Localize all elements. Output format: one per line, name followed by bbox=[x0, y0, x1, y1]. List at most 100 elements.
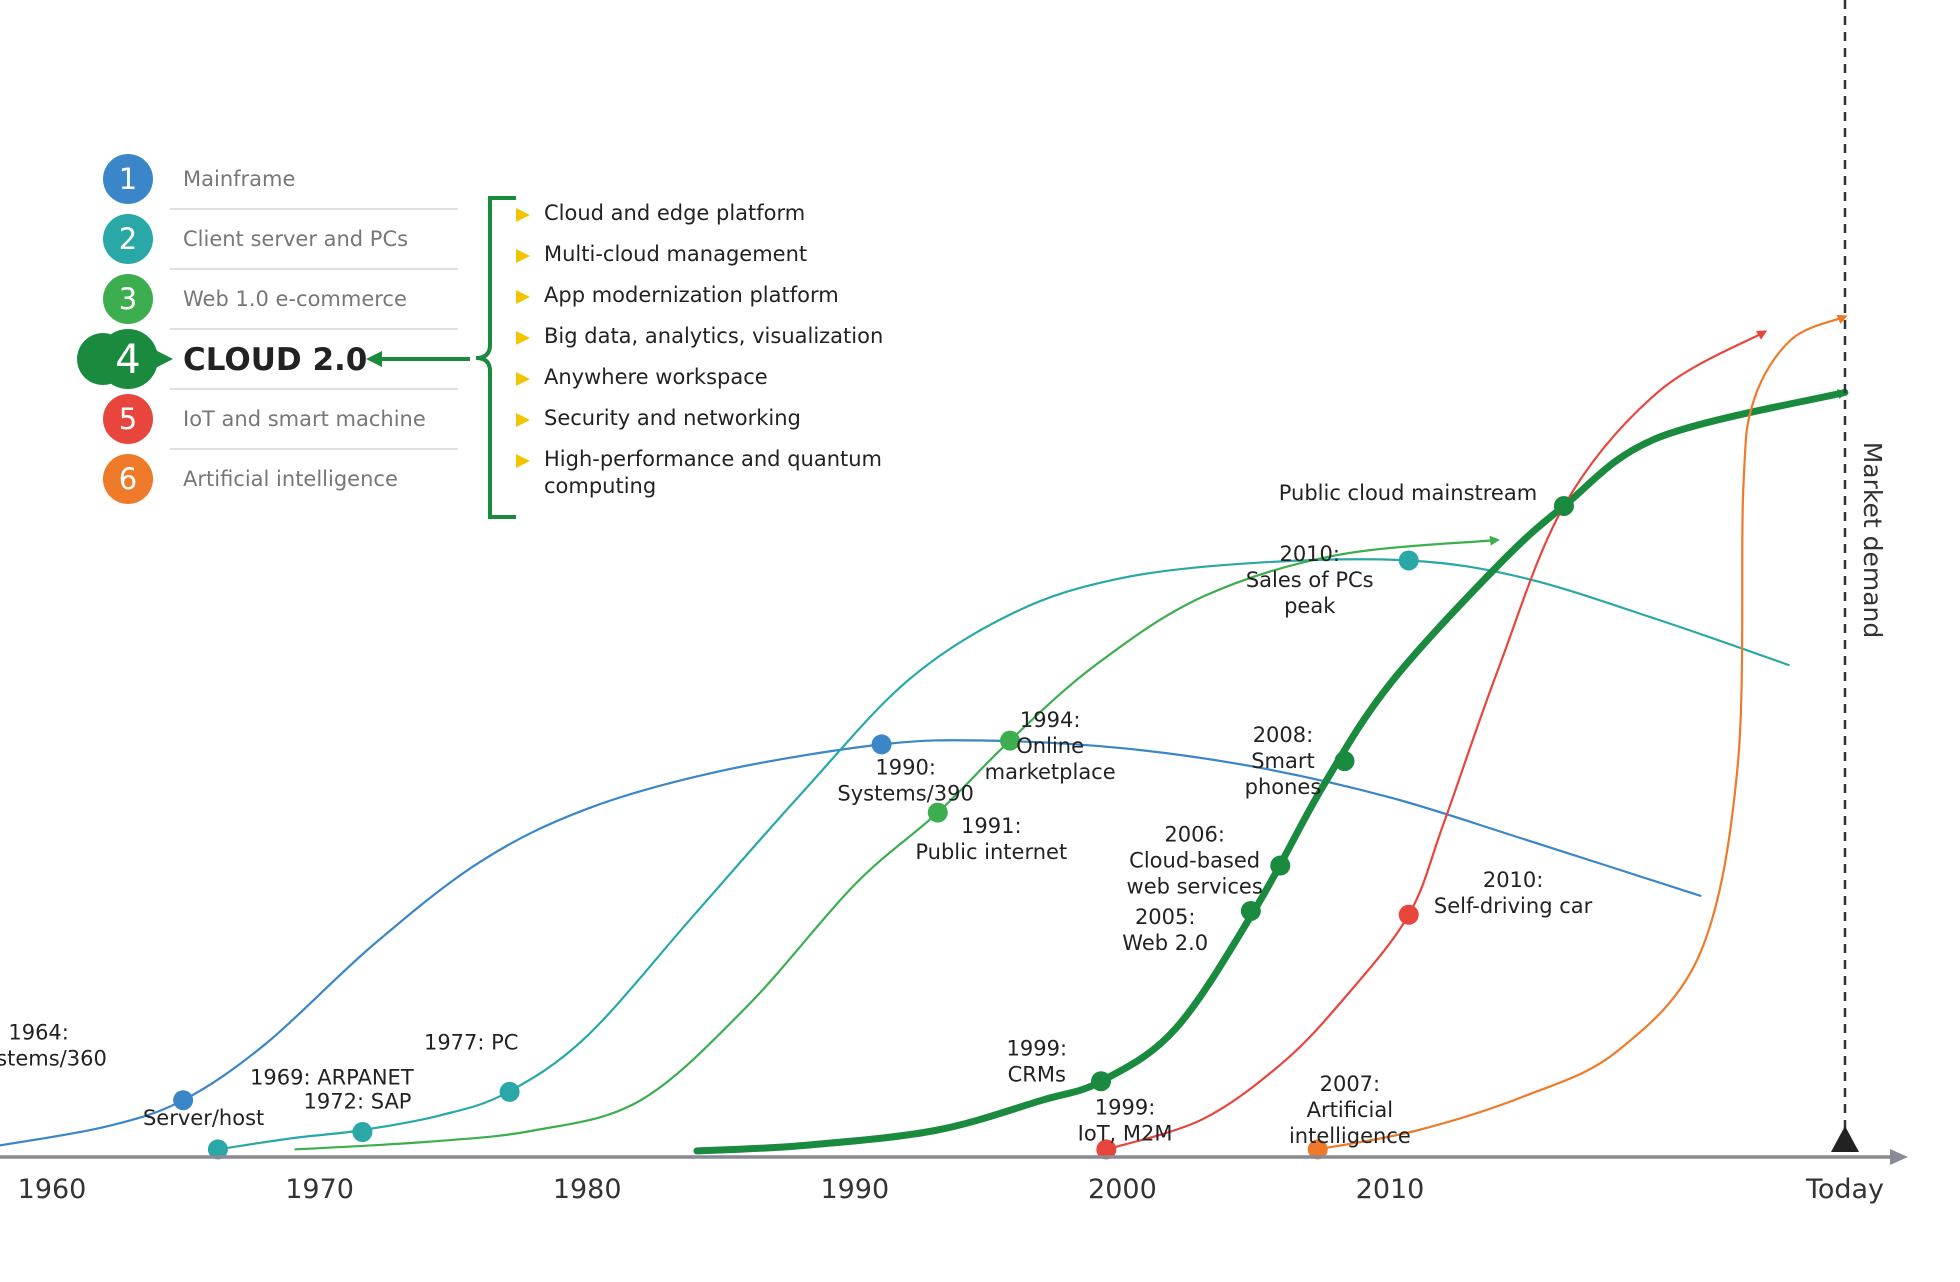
bullet-arrow-icon bbox=[516, 372, 530, 386]
series-line-web-1-0-e-commerce bbox=[294, 535, 1500, 1151]
legend: 1 Mainframe 2 Client server and PCs 3 Web 1.0… bbox=[77, 154, 516, 519]
milestone-label-line: Artificial bbox=[1307, 1098, 1393, 1122]
milestone-dot-2006-cloud-based-web-services bbox=[1270, 855, 1291, 876]
milestone-label-2005-web-2-0: 2005: Web 2.0 bbox=[1122, 905, 1208, 955]
series-line-mainframe bbox=[0, 739, 1702, 1147]
x-tick-label-today: Today bbox=[1805, 1174, 1884, 1205]
milestone-label-1969-arpanet: 1969: ARPANET bbox=[250, 1065, 414, 1089]
milestone-label-line: 1991: bbox=[961, 814, 1022, 838]
milestone-label-1990-systems-390: 1990: Systems/390 bbox=[837, 756, 973, 806]
x-tick-label-1960: 1960 bbox=[18, 1174, 87, 1205]
milestone-label-line: 2010: bbox=[1483, 868, 1544, 892]
milestone-label-line: IoT, M2M bbox=[1078, 1122, 1173, 1146]
milestone-dot-public-cloud-mainstream bbox=[1553, 495, 1574, 516]
cloud-connector-arrow-icon bbox=[366, 351, 382, 367]
cloud-feature-line: Big data, analytics, visualization bbox=[544, 324, 883, 348]
bullet-arrow-icon bbox=[516, 249, 530, 263]
milestone-points: 1964:Systems/360 1990:Systems/390 Server/h… bbox=[0, 481, 1593, 1160]
milestone-label-line: Public internet bbox=[915, 840, 1067, 864]
legend-badge-client-server-and-pcs bbox=[103, 214, 153, 264]
milestone-dot-1964-systems-360 bbox=[173, 1090, 194, 1111]
x-axis-arrow-icon bbox=[1890, 1149, 1908, 1165]
milestone-dot-1977-pc bbox=[499, 1081, 520, 1102]
cloud-feature-cloud-and-edge-platform: Cloud and edge platform bbox=[544, 201, 805, 225]
milestone-label-line: peak bbox=[1284, 594, 1336, 618]
milestone-label-line: 2006: bbox=[1164, 822, 1225, 846]
bullet-arrow-icon bbox=[516, 331, 530, 345]
milestone-label-line: 1999: bbox=[1007, 1037, 1068, 1061]
milestone-label-1991-public-internet: 1991: Public internet bbox=[915, 814, 1067, 864]
milestone-label-1999-iot-m2m: 1999: IoT, M2M bbox=[1078, 1096, 1173, 1146]
milestone-label-line: 2005: bbox=[1135, 905, 1196, 929]
bullet-arrow-icon bbox=[516, 290, 530, 304]
cloud-feature-line: computing bbox=[544, 474, 656, 498]
milestone-dot-1994-online-marketplace bbox=[1000, 730, 1021, 751]
milestone-dot-2008-smart-phones bbox=[1334, 751, 1355, 772]
milestone-label-line: Cloud-based bbox=[1129, 848, 1260, 872]
milestone-label-public-cloud-mainstream: Public cloud mainstream bbox=[1279, 481, 1537, 505]
milestone-label-line: 1964: bbox=[8, 1021, 69, 1045]
milestone-label-line: Systems/360 bbox=[0, 1047, 107, 1071]
cloud-feature-big-data-analytics-visualization: Big data, analytics, visualization bbox=[544, 324, 883, 348]
cloud-feature-line: Anywhere workspace bbox=[544, 365, 768, 389]
bullet-arrow-icon bbox=[516, 454, 530, 468]
bullet-arrow-icon bbox=[516, 208, 530, 222]
legend-badge-iot-and-smart-machine bbox=[103, 394, 153, 444]
cloud-feature-line: App modernization platform bbox=[544, 283, 839, 307]
milestone-label-line: 2010: bbox=[1279, 542, 1340, 566]
milestone-label-1977-pc: 1977: PC bbox=[424, 1031, 519, 1055]
cloud-feature-multi-cloud-management: Multi-cloud management bbox=[544, 242, 807, 266]
milestone-label-line: Smart bbox=[1251, 749, 1315, 773]
milestone-label-line: Public cloud mainstream bbox=[1279, 481, 1537, 505]
legend-label-mainframe: Mainframe bbox=[183, 167, 295, 191]
x-tick-label-1970: 1970 bbox=[285, 1174, 354, 1205]
milestone-dot-2010-sales-of-pcs-peak bbox=[1398, 550, 1419, 571]
legend-number: 6 bbox=[119, 462, 137, 496]
milestone-label-line: Web 2.0 bbox=[1122, 931, 1208, 955]
milestone-dot-1990-systems-390 bbox=[871, 734, 892, 755]
legend-label-iot-and-smart-machine: IoT and smart machine bbox=[183, 407, 426, 431]
cloud-feature-line: High-performance and quantum bbox=[544, 447, 882, 471]
legend-label-artificial-intelligence: Artificial intelligence bbox=[183, 467, 398, 491]
milestone-label-line: intelligence bbox=[1289, 1124, 1411, 1148]
cloud-feature-list: Cloud and edge platform Multi-cloud manag… bbox=[516, 201, 883, 498]
series-line-iot-and-smart-machine bbox=[1105, 330, 1768, 1151]
x-axis: 1960 1970 1980 1990 2000 2010 Today bbox=[0, 0, 1908, 1205]
legend-badge-web-1-0-e-commerce bbox=[103, 274, 153, 324]
cloud-feature-high-performance-and-quantum-computing: High-performance and quantum computing bbox=[544, 447, 882, 498]
milestone-label-line: 2008: bbox=[1253, 723, 1314, 747]
milestone-label-2010-sales-of-pcs-peak: 2010: Sales of PCs peak bbox=[1246, 542, 1374, 618]
milestone-label-line: Self-driving car bbox=[1434, 894, 1593, 918]
milestone-label-line: phones bbox=[1245, 775, 1322, 799]
milestone-label-line: Sales of PCs bbox=[1246, 568, 1374, 592]
cloud-feature-line: Multi-cloud management bbox=[544, 242, 807, 266]
legend-number: 5 bbox=[119, 402, 137, 436]
milestone-label-1964-systems-360: 1964:Systems/360 bbox=[0, 1021, 107, 1071]
milestone-label-1994-online-marketplace: 1994: Online marketplace bbox=[985, 708, 1116, 784]
cloud-feature-app-modernization-platform: App modernization platform bbox=[544, 283, 839, 307]
milestone-label-server-host: Server/host bbox=[143, 1106, 264, 1130]
milestone-dot-1999-iot-m2m bbox=[1096, 1139, 1117, 1160]
today-marker-icon bbox=[1831, 1126, 1859, 1152]
series-line-client-server-and-pcs bbox=[216, 558, 1790, 1151]
milestone-label-2006-cloud-based-web-services: 2006: Cloud-based web services bbox=[1127, 822, 1263, 898]
series-line-cloud-2-0 bbox=[693, 388, 1849, 1155]
milestone-label-line: 1977: PC bbox=[424, 1031, 519, 1055]
milestone-label-line: Systems/390 bbox=[837, 782, 973, 806]
milestone-dot-2010-self-driving-car bbox=[1398, 904, 1419, 925]
legend-badge-mainframe bbox=[103, 154, 153, 204]
legend-number: 3 bbox=[119, 282, 137, 316]
legend-label-web-1-0-e-commerce: Web 1.0 e-commerce bbox=[183, 287, 407, 311]
milestone-label-line: 1969: ARPANET bbox=[250, 1065, 414, 1089]
legend-badge-artificial-intelligence bbox=[103, 454, 153, 504]
cloud-bracket bbox=[475, 196, 516, 519]
y-axis-label: Market demand bbox=[1858, 442, 1887, 639]
legend-number: 2 bbox=[119, 222, 137, 256]
cloud-feature-anywhere-workspace: Anywhere workspace bbox=[544, 365, 768, 389]
milestone-label-line: CRMs bbox=[1008, 1063, 1066, 1087]
milestone-label-line: web services bbox=[1127, 874, 1263, 898]
milestone-dot-2007-artificial-intelligence bbox=[1307, 1139, 1328, 1160]
series-curves bbox=[0, 314, 1849, 1155]
milestone-label-2008-smart-phones: 2008: Smart phones bbox=[1245, 723, 1322, 799]
series-line-artificial-intelligence bbox=[1316, 314, 1848, 1151]
